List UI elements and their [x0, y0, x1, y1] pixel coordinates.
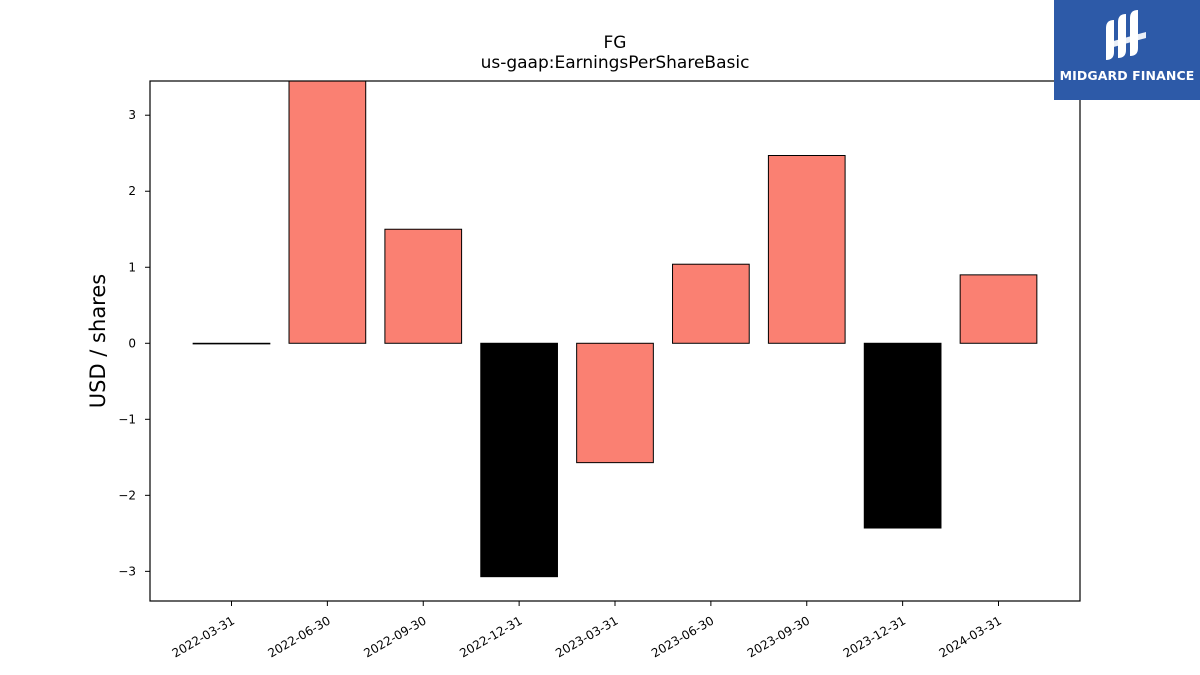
y-tick-label: −2: [118, 488, 136, 502]
y-axis-label: USD / shares: [86, 274, 110, 408]
bar-2022-12-31: [480, 342, 558, 578]
x-tick-label: 2022-09-30: [361, 613, 428, 660]
x-tick-label: 2023-06-30: [649, 613, 716, 660]
plot-frame: [149, 80, 1081, 602]
x-tick-label: 2023-12-31: [841, 613, 908, 660]
x-tick-label: 2022-12-31: [457, 613, 524, 660]
bar-2023-09-30: [767, 155, 846, 344]
chart-subtitle: us-gaap:EarningsPerShareBasic: [481, 53, 750, 73]
bar-2022-06-30: [288, 80, 367, 344]
y-tick-label: 3: [128, 108, 136, 122]
bar-2022-09-30: [384, 228, 463, 344]
bar-2023-12-31: [863, 342, 942, 529]
y-tick-label: 0: [128, 336, 136, 350]
x-tick-label: 2023-03-31: [553, 613, 620, 660]
bar-2024-03-31: [959, 274, 1038, 344]
x-tick-label: 2022-06-30: [265, 613, 332, 660]
bar-2022-03-31: [192, 342, 271, 345]
y-tick-label: −1: [118, 412, 136, 426]
chart-title: FG: [604, 33, 627, 53]
x-tick-label: 2023-09-30: [745, 613, 812, 660]
brand-logo: MIDGARD FINANCE: [1054, 0, 1200, 100]
y-tick-label: −3: [118, 564, 136, 578]
x-tick-label: 2022-03-31: [170, 613, 237, 660]
midgard-logo-icon: [1106, 10, 1146, 60]
x-axis-ticks: 2022-03-31 2022-06-30 2022-09-30 2022-12-31…: [170, 601, 1004, 660]
bar-2023-06-30: [672, 263, 750, 344]
bars-layer: [192, 80, 1038, 578]
y-tick-label: 2: [128, 184, 136, 198]
x-tick-label: 2024-03-31: [937, 613, 1004, 660]
y-tick-label: 1: [128, 260, 136, 274]
bar-2023-03-31: [576, 342, 654, 464]
brand-name: MIDGARD FINANCE: [1059, 68, 1195, 83]
y-axis-ticks: −3 −2 −1 0 1 2 3: [118, 108, 150, 578]
